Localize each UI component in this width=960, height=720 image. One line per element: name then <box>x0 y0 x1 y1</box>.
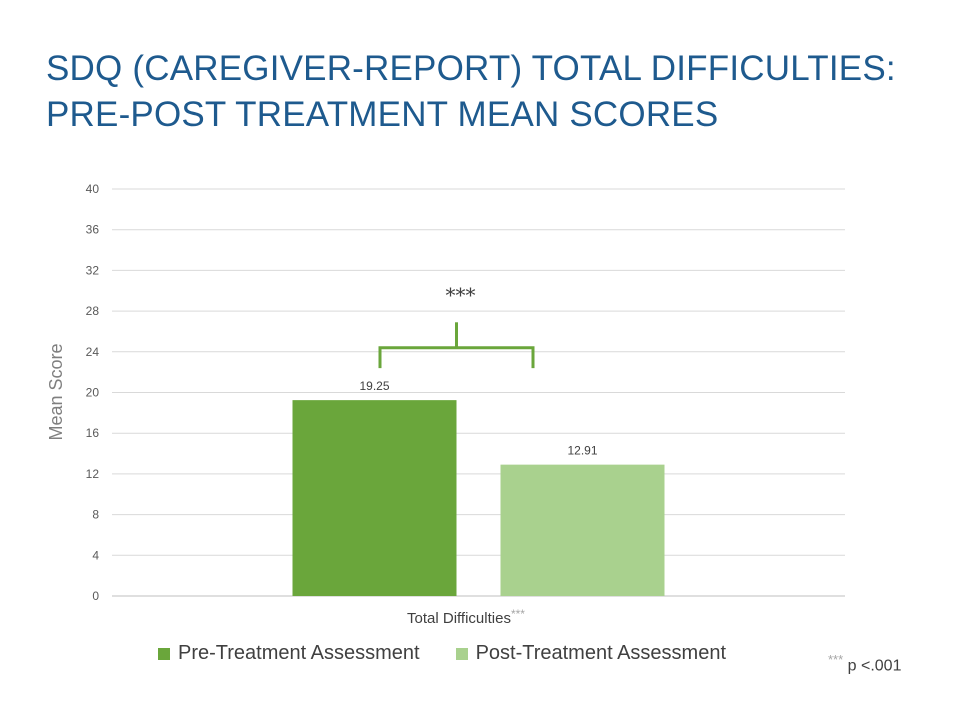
y-axis-label: Mean Score <box>46 343 66 440</box>
significance-bracket: *** <box>378 283 535 369</box>
legend: Pre-Treatment Assessment Post-Treatment … <box>158 642 762 665</box>
significance-marker: *** <box>446 283 476 307</box>
legend-label-pre: Pre-Treatment Assessment <box>178 642 420 664</box>
bar-pre-treatment <box>292 400 457 596</box>
y-tick-label: 4 <box>92 548 99 562</box>
title-line-2: PRE-POST TREATMENT MEAN SCORES <box>46 95 719 134</box>
y-tick-label: 28 <box>86 304 100 318</box>
category-stars: *** <box>511 607 525 621</box>
category-name: Total Difficulties <box>407 610 511 627</box>
x-category-label: Total Difficulties*** <box>407 607 525 627</box>
bar-post-treatment <box>500 464 665 596</box>
legend-label-post: Post-Treatment Assessment <box>475 642 727 664</box>
y-tick-label: 8 <box>92 508 99 522</box>
y-tick-label: 12 <box>86 467 100 481</box>
legend-item-pre: Pre-Treatment Assessment <box>158 642 420 665</box>
legend-item-post: Post-Treatment Assessment <box>455 642 727 665</box>
significance-footnote: *** p <.001 <box>828 652 901 675</box>
legend-swatch-post <box>455 647 468 660</box>
y-tick-label: 36 <box>86 223 100 237</box>
slide-title: SDQ (CAREGIVER-REPORT) TOTAL DIFFICULTIE… <box>46 46 926 138</box>
y-tick-label: 32 <box>86 263 100 277</box>
y-tick-label: 20 <box>86 386 100 400</box>
legend-swatch-pre <box>158 647 170 660</box>
bars <box>292 400 665 596</box>
title-line-1: SDQ (CAREGIVER-REPORT) TOTAL DIFFICULTIE… <box>46 49 896 88</box>
y-tick-label: 0 <box>92 589 99 603</box>
y-tick-label: 24 <box>86 345 100 359</box>
gridlines <box>112 188 845 597</box>
y-tick-label: 16 <box>86 426 100 440</box>
y-tick-labels: 0 4 8 12 16 20 24 28 32 36 40 <box>86 182 100 603</box>
data-labels: 19.25 12.91 <box>359 379 597 458</box>
bracket-line <box>378 346 535 369</box>
data-label-post: 12.91 <box>567 444 597 458</box>
footnote-stars: *** <box>828 652 844 667</box>
y-tick-label: 40 <box>86 182 100 196</box>
data-label-pre: 19.25 <box>359 379 389 393</box>
footnote-text: p <.001 <box>843 657 902 675</box>
